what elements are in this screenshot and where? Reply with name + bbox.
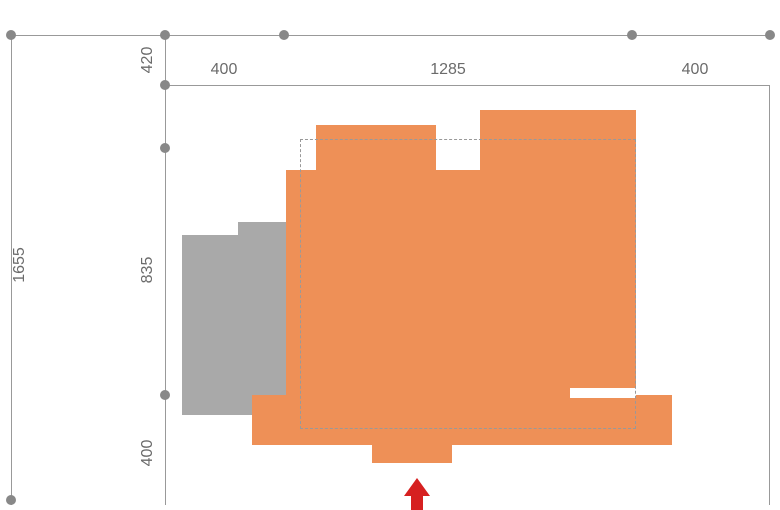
dim-line-top-horizontal <box>11 35 771 36</box>
building-bottom-tab <box>372 445 452 463</box>
dim-dot <box>160 30 170 40</box>
dim-label-h-left: 400 <box>211 61 238 79</box>
dim-label-v-top: 420 <box>139 47 157 74</box>
dim-dot <box>160 143 170 153</box>
dim-dot <box>160 80 170 90</box>
dim-dot <box>279 30 289 40</box>
interior-dashed-outline <box>300 139 636 429</box>
dim-label-total-height: 1655 <box>11 247 29 283</box>
dim-label-v-bot: 400 <box>139 440 157 467</box>
dim-dot <box>627 30 637 40</box>
dim-dot <box>765 30 775 40</box>
dim-label-v-mid: 835 <box>139 257 157 284</box>
dim-dot <box>160 390 170 400</box>
dim-label-h-mid: 1285 <box>430 61 466 79</box>
dim-dot <box>6 495 16 505</box>
dim-label-h-right: 400 <box>682 61 709 79</box>
entrance-arrow <box>404 478 430 496</box>
dim-dot <box>6 30 16 40</box>
